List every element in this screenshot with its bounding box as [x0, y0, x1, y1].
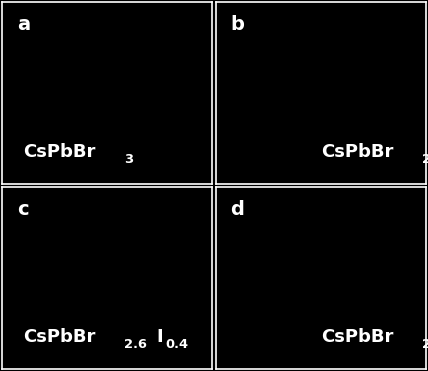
Text: CsPbBr: CsPbBr — [321, 143, 393, 161]
Text: 2.8: 2.8 — [422, 153, 428, 166]
Text: CsPbBr: CsPbBr — [23, 328, 95, 346]
Text: d: d — [230, 200, 244, 219]
Text: 2.6: 2.6 — [124, 338, 147, 351]
Text: 2: 2 — [422, 338, 428, 351]
Text: c: c — [17, 200, 29, 219]
Text: CsPbBr: CsPbBr — [321, 328, 393, 346]
Text: a: a — [17, 14, 30, 34]
Text: b: b — [230, 14, 244, 34]
Text: 3: 3 — [124, 153, 133, 166]
Text: CsPbBr: CsPbBr — [23, 143, 95, 161]
Text: I: I — [156, 328, 163, 346]
Text: 0.4: 0.4 — [166, 338, 188, 351]
